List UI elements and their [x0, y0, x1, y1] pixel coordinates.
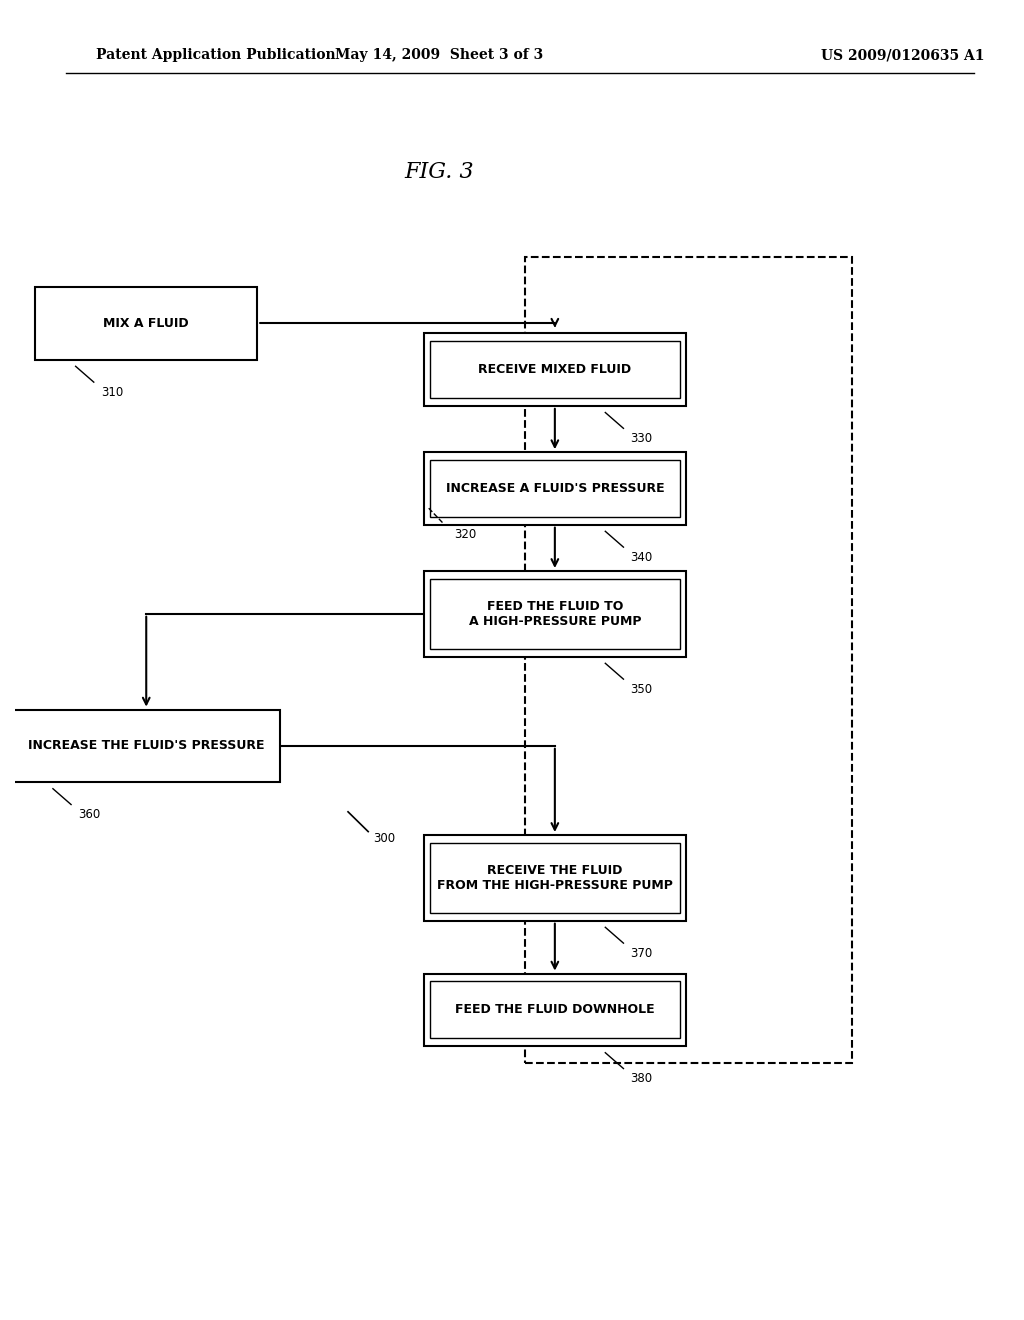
Text: 360: 360 — [78, 808, 100, 821]
Text: 380: 380 — [631, 1072, 652, 1085]
FancyBboxPatch shape — [424, 570, 686, 656]
Text: FEED THE FLUID TO
A HIGH-PRESSURE PUMP: FEED THE FLUID TO A HIGH-PRESSURE PUMP — [469, 599, 641, 628]
FancyBboxPatch shape — [430, 578, 680, 648]
Text: 310: 310 — [100, 385, 123, 399]
Text: 370: 370 — [631, 948, 652, 960]
FancyBboxPatch shape — [35, 286, 257, 359]
Text: 330: 330 — [631, 433, 652, 445]
Text: 320: 320 — [454, 528, 476, 541]
Text: 350: 350 — [631, 682, 652, 696]
Text: INCREASE THE FLUID'S PRESSURE: INCREASE THE FLUID'S PRESSURE — [28, 739, 264, 752]
FancyBboxPatch shape — [424, 451, 686, 524]
Text: RECEIVE THE FLUID
FROM THE HIGH-PRESSURE PUMP: RECEIVE THE FLUID FROM THE HIGH-PRESSURE… — [437, 863, 673, 892]
Text: Patent Application Publication: Patent Application Publication — [96, 49, 336, 62]
Text: RECEIVE MIXED FLUID: RECEIVE MIXED FLUID — [478, 363, 632, 376]
FancyBboxPatch shape — [430, 459, 680, 516]
FancyBboxPatch shape — [424, 836, 686, 921]
Text: MIX A FLUID: MIX A FLUID — [103, 317, 189, 330]
Text: FEED THE FLUID DOWNHOLE: FEED THE FLUID DOWNHOLE — [455, 1003, 654, 1016]
Text: 300: 300 — [373, 832, 395, 845]
Text: May 14, 2009  Sheet 3 of 3: May 14, 2009 Sheet 3 of 3 — [335, 49, 543, 62]
FancyBboxPatch shape — [430, 843, 680, 913]
FancyBboxPatch shape — [424, 974, 686, 1045]
Text: US 2009/0120635 A1: US 2009/0120635 A1 — [821, 49, 985, 62]
FancyBboxPatch shape — [424, 333, 686, 407]
Text: FIG. 3: FIG. 3 — [404, 161, 474, 182]
Text: 340: 340 — [631, 552, 652, 564]
FancyBboxPatch shape — [12, 710, 280, 781]
Text: INCREASE A FLUID'S PRESSURE: INCREASE A FLUID'S PRESSURE — [445, 482, 665, 495]
FancyBboxPatch shape — [430, 982, 680, 1038]
FancyBboxPatch shape — [430, 341, 680, 399]
